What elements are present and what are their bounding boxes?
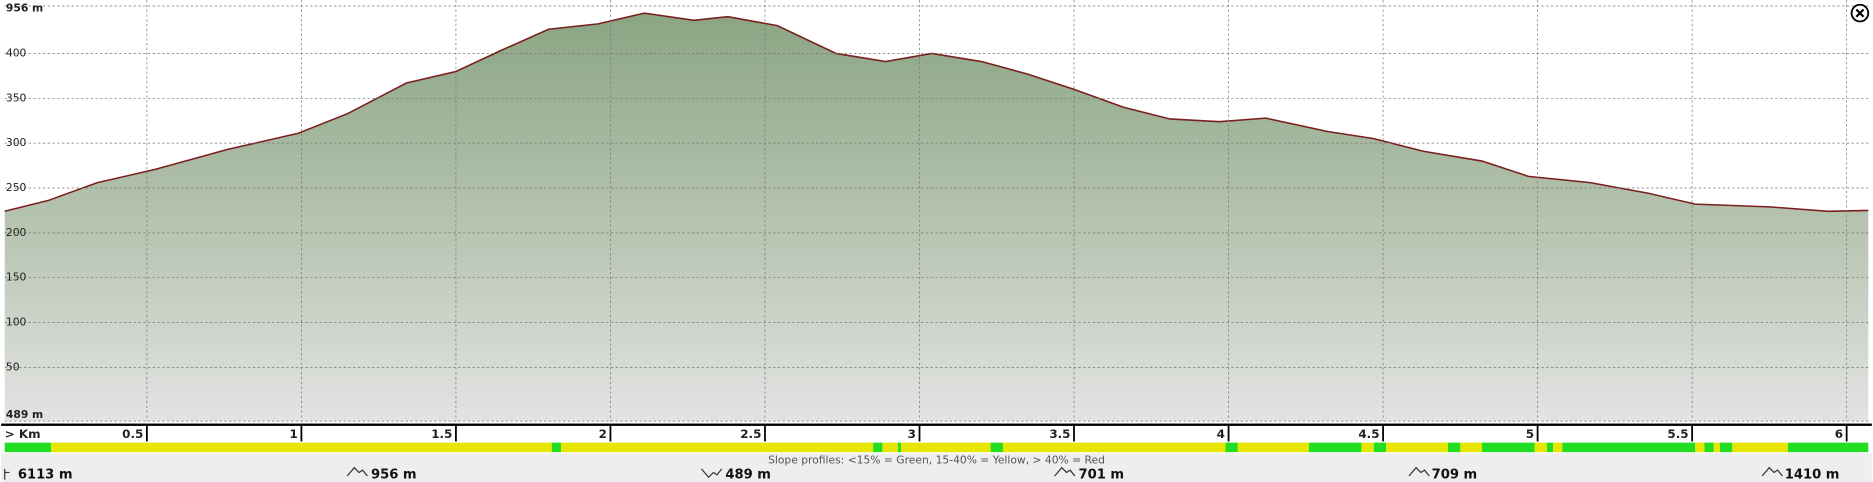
footer [1,453,1872,482]
stat-icon [1054,466,1076,477]
slope-segment [1447,442,1461,453]
x-tick-label: 3.5 [1049,427,1070,441]
slope-segment [1237,442,1309,453]
slope-segment [1787,442,1869,453]
slope-segment [1481,442,1535,453]
stat-icon [1761,466,1783,477]
axis-line [1,423,1872,426]
slope-segment [551,442,562,453]
y-tick-label: 150 [6,271,27,284]
x-tick-label: 2 [599,427,607,441]
stat-value: 6113 m [18,467,73,482]
x-tick-label: 3 [908,427,916,441]
slope-segment [1732,442,1788,453]
x-tick-label: 2.5 [740,427,761,441]
slope-segment [897,442,901,453]
x-tick-label: 6 [1835,427,1843,441]
slope-segment [1361,442,1374,453]
slope-segment [1713,442,1720,453]
y-tick-label: 200 [6,226,27,239]
x-tick-label: 1.5 [431,427,452,441]
stat-value: 701 m [1078,467,1124,482]
slope-segment [1695,442,1705,453]
slope-segment [1002,442,1226,453]
x-unit-label: > Km [5,427,41,441]
stat-value: 956 m [371,467,417,482]
stat-icon [346,466,368,477]
stat-value: 709 m [1432,467,1478,482]
stat-value: 489 m [725,467,771,482]
y-tick-label: 489 m [6,408,43,421]
close-button[interactable] [1850,3,1870,23]
slope-segment [900,442,991,453]
y-tick-label: 956 m [6,1,43,14]
stat-value: 1410 m [1785,467,1840,482]
slope-segment [561,442,874,453]
slope-segment [1534,442,1547,453]
x-tick-label: 5.5 [1667,427,1688,441]
y-tick-label: 100 [6,316,27,329]
slope-segment [1562,442,1696,453]
stat-icon [4,468,10,480]
slope-segment [873,442,883,453]
slope-segment [1308,442,1362,453]
slope-segment [1704,442,1714,453]
slope-legend: Slope profiles: <15% = Green, 15-40% = Y… [768,454,1105,467]
y-tick-label: 300 [6,136,27,149]
x-tick-label: 0.5 [122,427,143,441]
y-tick-label: 350 [6,91,27,104]
slope-segment [1225,442,1238,453]
x-tick-label: 5 [1526,427,1534,441]
elevation-area [4,13,1869,422]
slope-segment [1386,442,1448,453]
stat-icon [1408,466,1430,477]
x-tick-label: 1 [290,427,298,441]
slope-segment [1553,442,1563,453]
x-tick-label: 4 [1217,427,1225,441]
slope-segment [1719,442,1733,453]
slope-segment [990,442,1003,453]
slope-segment [1460,442,1482,453]
y-tick-label: 50 [6,360,20,373]
y-tick-label: 400 [6,46,27,59]
y-tick-label: 250 [6,181,27,194]
slope-segment [1373,442,1387,453]
slope-segment [4,442,52,453]
slope-segment [882,442,898,453]
slope-segment [51,442,552,453]
x-tick-label: 4.5 [1358,427,1379,441]
slope-segment [1546,442,1554,453]
stat-icon [701,468,723,479]
